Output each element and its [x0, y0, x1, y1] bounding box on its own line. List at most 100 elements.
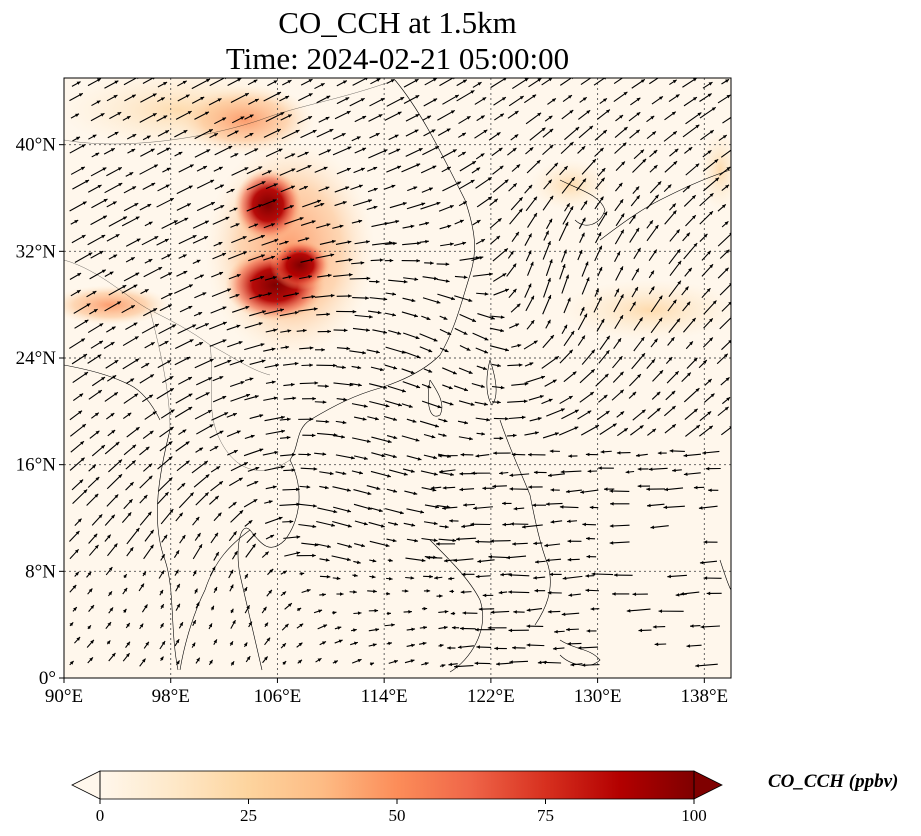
wind-arrow-head — [640, 149, 644, 154]
wind-arrow-head — [416, 384, 421, 389]
wind-arrow-head — [524, 78, 529, 82]
wind-arrow-head — [272, 199, 277, 203]
wind-arrow-head — [650, 115, 655, 120]
wind-arrow-head — [674, 371, 679, 376]
wind-arrow-head — [149, 394, 153, 399]
wind-arrow-head — [500, 572, 504, 577]
wind-arrow-head — [275, 363, 280, 368]
wind-arrow-head — [408, 404, 413, 408]
wind-arrow-head — [204, 236, 208, 240]
wind-arrow-head — [581, 663, 586, 667]
wind-arrow-head — [271, 347, 276, 352]
wind-arrow-head — [252, 533, 256, 537]
wind-arrow-head — [253, 79, 258, 84]
wind-arrow-head — [635, 268, 639, 273]
coastlines — [64, 79, 731, 673]
wind-arrow-head — [569, 142, 574, 146]
wind-arrow-head — [686, 232, 690, 237]
wind-arrow-head — [391, 184, 396, 189]
wind-arrow-head — [443, 418, 448, 423]
wind-arrow-head — [425, 221, 430, 226]
wind-arrow-head — [114, 80, 119, 84]
wind-arrow-head — [658, 295, 663, 300]
wind-arrow-head — [110, 342, 115, 346]
wind-arrow-head — [246, 656, 251, 661]
wind-arrow-head — [365, 296, 369, 300]
wind-arrow-head — [117, 167, 122, 171]
wind-arrow-head — [442, 486, 447, 490]
wind-arrow-head — [132, 186, 137, 190]
wind-arrow-head — [313, 467, 318, 471]
wind-arrow-head — [475, 454, 480, 458]
wind-arrow-head — [390, 79, 395, 83]
wind-arrow-head — [672, 468, 676, 473]
wind-arrow-head — [550, 335, 554, 339]
wind-arrow-head — [569, 206, 574, 211]
wind-arrow-head — [414, 129, 419, 133]
wind-arrow-head — [598, 266, 603, 271]
wind-arrow-head — [393, 435, 398, 440]
map-time-label: Time: 2024-02-21 05:00:00 — [225, 41, 570, 76]
wind-arrow-head — [567, 297, 571, 302]
wind-arrow-head — [204, 492, 209, 497]
wind-arrow-head — [254, 481, 259, 485]
wind-arrow-head — [550, 488, 555, 492]
wind-arrow-head — [284, 623, 289, 628]
wind-arrow-head — [641, 353, 645, 358]
wind-arrow-head — [280, 308, 284, 312]
wind-arrow-head — [420, 510, 424, 514]
wind-arrow-head — [178, 151, 183, 156]
wind-arrow-head — [333, 660, 338, 664]
wind-arrow-shaft — [439, 78, 455, 87]
wind-arrow-head — [709, 193, 714, 197]
wind-arrow-head — [672, 79, 677, 84]
wind-arrow-head — [547, 295, 552, 299]
wind-arrow-head — [583, 200, 588, 205]
wind-arrow-head — [179, 622, 183, 627]
wind-arrow-head — [353, 641, 358, 646]
wind-arrow-head — [117, 301, 121, 305]
wind-arrow-head — [161, 554, 165, 559]
wind-arrow-head — [374, 608, 379, 613]
wind-arrow-head — [515, 231, 519, 236]
wind-arrow-head — [461, 132, 466, 137]
wind-arrow-head — [81, 338, 85, 342]
wind-arrow-head — [308, 79, 313, 83]
wind-arrow-head — [87, 625, 91, 630]
wind-arrow-head — [518, 363, 523, 367]
wind-arrow-head — [379, 367, 384, 372]
wind-vectors — [69, 78, 731, 669]
wind-arrow-head — [566, 627, 570, 632]
wind-arrow-head — [295, 292, 299, 296]
wind-arrow-head — [559, 505, 564, 509]
wind-arrow-head — [469, 436, 473, 441]
wind-arrow-head — [416, 354, 421, 359]
wind-arrow-head — [206, 149, 211, 153]
wind-arrow-head — [512, 542, 516, 546]
wind-arrow-head — [222, 339, 227, 343]
wind-arrow-head — [132, 134, 137, 138]
wind-arrow-head — [443, 558, 448, 563]
wind-arrow-head — [128, 499, 133, 504]
wind-arrow-head — [496, 235, 500, 240]
wind-arrow-head — [258, 204, 263, 208]
wind-arrow-head — [260, 275, 265, 280]
wind-arrow-head — [113, 392, 118, 396]
wind-arrow-head — [296, 535, 301, 539]
wind-arrow-head — [492, 484, 496, 489]
map-background — [64, 78, 731, 678]
wind-arrow-head — [450, 110, 455, 114]
wind-arrow-head — [99, 340, 103, 345]
wind-arrow-head — [433, 521, 438, 526]
lat-tick-label: 32°N — [16, 241, 57, 262]
wind-arrow-head — [457, 181, 462, 185]
wind-arrow-head — [427, 115, 432, 120]
wind-arrow-head — [444, 524, 449, 529]
wind-arrow-head — [552, 379, 557, 384]
wind-arrow-head — [447, 646, 451, 650]
wind-arrow-shaft — [593, 78, 606, 86]
wind-arrow-head — [566, 519, 571, 524]
wind-arrow-head — [560, 408, 565, 412]
wind-arrow-head — [650, 270, 654, 275]
wind-arrow-head — [726, 166, 731, 171]
